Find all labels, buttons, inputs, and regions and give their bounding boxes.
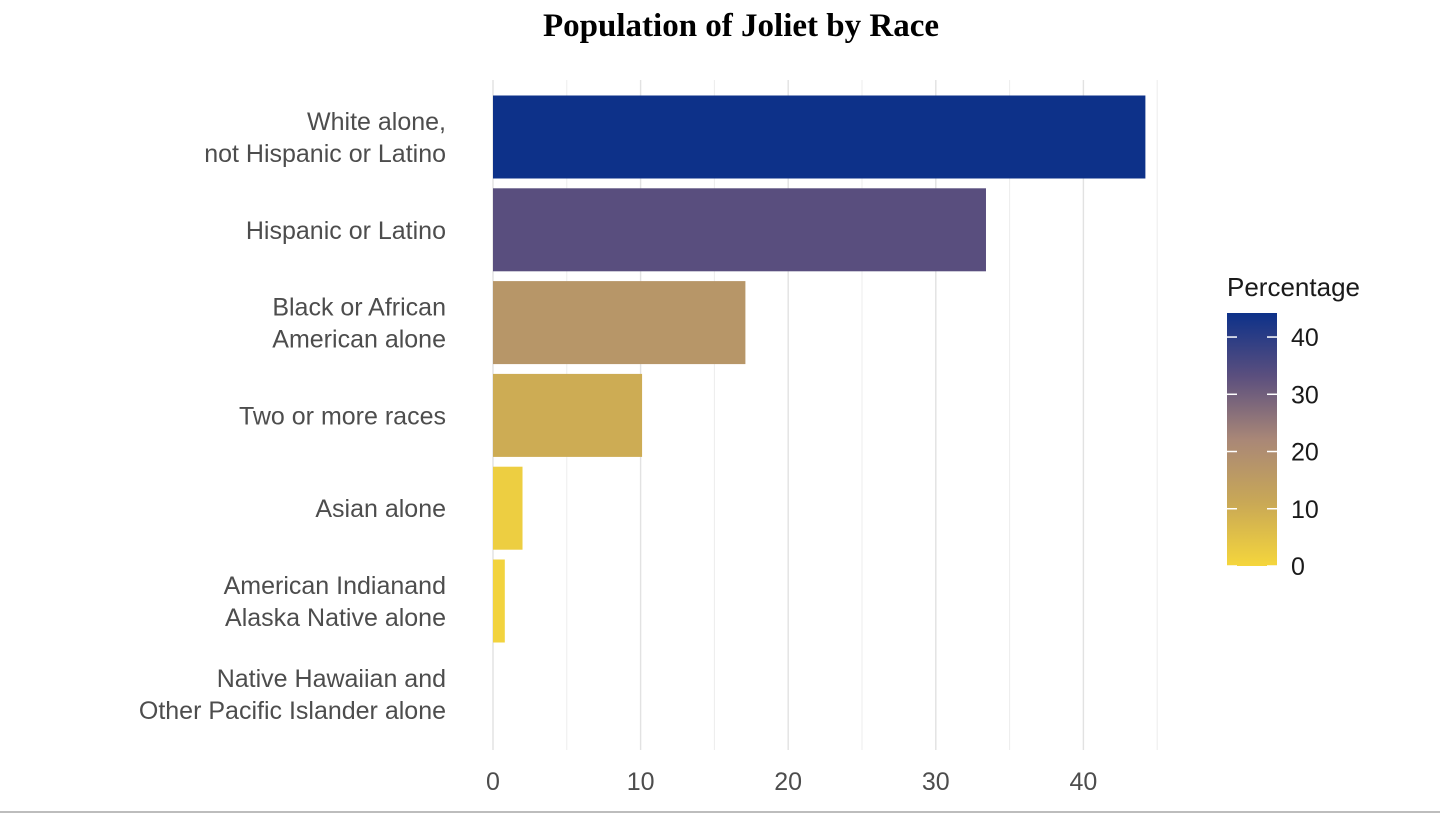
- legend-tick-label: 40: [1291, 324, 1319, 352]
- category-label: Asian alone: [315, 495, 446, 523]
- bottom-divider: [0, 811, 1440, 813]
- bar: [493, 373, 643, 457]
- category-labels: White alone, not Hispanic or Latino Hispan…: [139, 108, 446, 725]
- legend-ticks: 0 10 20 30 40: [1227, 324, 1319, 581]
- category-label: Alaska Native alone: [225, 604, 446, 632]
- legend-tick-label: 20: [1291, 439, 1319, 467]
- bar: [493, 188, 986, 272]
- legend-tick-label: 10: [1291, 496, 1319, 524]
- category-label: Black or African: [272, 294, 446, 322]
- category-label: White alone,: [307, 108, 446, 136]
- category-label: Native Hawaiian and: [217, 665, 446, 693]
- x-tick-label: 0: [486, 768, 500, 796]
- bars: [493, 95, 1146, 643]
- bar: [493, 95, 1146, 179]
- category-label: Other Pacific Islander alone: [139, 697, 446, 725]
- legend-tick-label: 0: [1291, 553, 1305, 581]
- color-legend: Percentage 0 10 20 30 40: [1227, 272, 1360, 581]
- x-tick-label: 30: [922, 768, 950, 796]
- chart-title: Population of Joliet by Race: [543, 8, 939, 44]
- x-tick-label: 10: [627, 768, 655, 796]
- category-label: Two or more races: [239, 402, 446, 430]
- bar: [493, 559, 505, 643]
- category-label: not Hispanic or Latino: [204, 140, 446, 168]
- category-label: American alone: [272, 326, 446, 354]
- bar: [493, 466, 523, 550]
- category-label: American Indianand: [224, 572, 446, 600]
- legend-title: Percentage: [1227, 272, 1360, 302]
- bar: [493, 281, 746, 365]
- x-tick-label: 20: [774, 768, 802, 796]
- legend-tick-label: 30: [1291, 381, 1319, 409]
- category-label: Hispanic or Latino: [246, 217, 446, 245]
- x-axis-ticks: 0 10 20 30 40: [486, 768, 1097, 796]
- legend-color-bar: [1227, 313, 1277, 566]
- x-tick-label: 40: [1069, 768, 1097, 796]
